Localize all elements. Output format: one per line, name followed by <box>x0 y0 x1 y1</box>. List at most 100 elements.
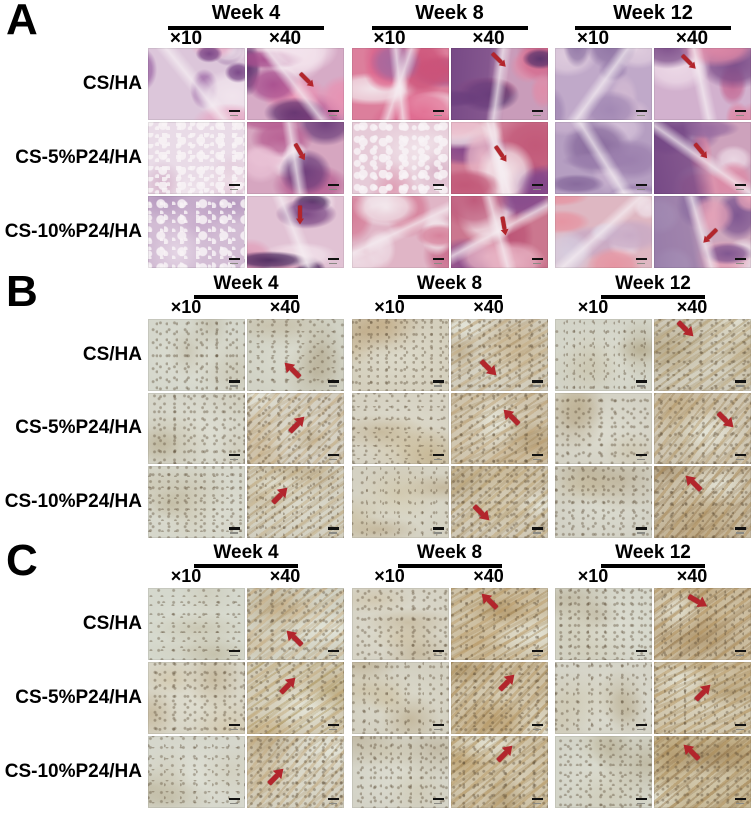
scale-bar <box>432 183 444 186</box>
annotation-arrow <box>478 356 501 380</box>
scale-bar-caption <box>736 802 744 804</box>
row-label: CS/HA <box>82 343 142 365</box>
magnification-label: ×10 <box>170 297 202 317</box>
micrograph-tile <box>654 392 751 464</box>
week-underline <box>575 26 731 30</box>
micrograph-tile <box>654 122 751 194</box>
magnification-label: ×10 <box>373 28 406 49</box>
week-label: Week 8 <box>416 273 483 294</box>
scale-bar-caption <box>637 654 645 656</box>
panel-letter: C <box>6 536 38 585</box>
scale-bar-caption <box>230 728 238 730</box>
scale-bar-caption <box>329 654 337 656</box>
arrow-shaft <box>288 367 301 380</box>
micrograph-tile <box>555 736 652 808</box>
magnification-label: ×40 <box>676 297 708 317</box>
scale-bar <box>636 380 647 383</box>
annotation-arrow <box>264 764 288 788</box>
scale-bar-caption <box>329 728 337 730</box>
week-label: Week 4 <box>213 273 279 294</box>
week-label: Week 8 <box>415 2 484 24</box>
scale-bar-caption <box>329 532 337 534</box>
scale-bar <box>735 797 746 800</box>
micrograph-tile <box>654 662 751 734</box>
scale-bar-caption <box>637 728 645 730</box>
magnification-label: ×40 <box>472 28 505 49</box>
scale-bar-caption <box>637 802 645 804</box>
micrograph-tile <box>450 196 548 268</box>
scale-bar <box>229 257 240 260</box>
micrograph-tile <box>450 736 548 808</box>
scale-bar-caption <box>230 532 238 534</box>
scale-bar <box>636 797 647 800</box>
week-label: Week 12 <box>615 273 691 294</box>
scale-bar-caption <box>230 458 238 460</box>
micrograph-tile <box>654 736 751 808</box>
scale-bar <box>735 723 746 726</box>
annotation-arrow <box>714 408 738 432</box>
micrograph-tile <box>450 48 548 120</box>
scale-bar-caption <box>433 654 442 656</box>
scale-bar <box>432 797 444 800</box>
micrograph-tile <box>450 392 548 464</box>
micrograph-tile <box>654 588 751 660</box>
week-label: Week 12 <box>615 542 691 563</box>
scale-bar-caption <box>532 802 541 804</box>
arrow-shaft <box>298 205 303 219</box>
magnification-label: ×10 <box>577 566 609 586</box>
week-label: Week 4 <box>211 2 281 24</box>
week-underline <box>168 26 324 30</box>
scale-bar <box>432 257 444 260</box>
micrograph-tile <box>555 48 652 120</box>
annotation-arrow <box>679 740 702 763</box>
annotation-arrow <box>286 412 310 435</box>
annotation-arrow <box>268 482 292 506</box>
scale-bar-caption <box>433 262 442 264</box>
micrograph-tile <box>450 122 548 194</box>
scale-bar-caption <box>329 458 337 460</box>
scale-bar-caption <box>329 114 337 116</box>
annotation-arrow <box>276 673 300 696</box>
annotation-arrow <box>281 626 305 650</box>
scale-bar <box>229 649 240 652</box>
micrograph-tile <box>351 662 449 734</box>
magnification-label: ×40 <box>473 297 504 317</box>
row-label: CS-5%P24/HA <box>15 147 142 168</box>
scale-bar <box>432 527 444 530</box>
arrow-head <box>298 153 309 163</box>
micrograph-tile <box>555 662 652 734</box>
scale-bar <box>531 453 543 456</box>
annotation-arrow <box>681 471 704 494</box>
arrow-head <box>500 228 510 237</box>
micrograph-tile <box>654 196 751 268</box>
micrograph-tile <box>247 319 344 391</box>
scale-bar <box>432 723 444 726</box>
week-underline <box>397 295 502 299</box>
magnification-label: ×40 <box>676 566 708 586</box>
annotation-arrow <box>296 205 305 225</box>
scale-bar-caption <box>433 802 442 804</box>
annotation-arrow <box>691 141 710 161</box>
scale-bar <box>432 380 444 383</box>
scale-bar-caption <box>532 654 541 656</box>
magnification-label: ×10 <box>577 297 609 317</box>
scale-bar-caption <box>329 188 337 190</box>
scale-bar-caption <box>736 114 744 116</box>
scale-bar-caption <box>637 114 645 116</box>
scale-bar <box>531 257 543 260</box>
micrograph-tile <box>351 466 449 538</box>
scale-bar <box>229 380 240 383</box>
scale-bar-caption <box>230 114 238 116</box>
magnification-label: ×40 <box>675 28 709 49</box>
annotation-arrow <box>489 50 509 70</box>
scale-bar-caption <box>637 262 645 264</box>
micrograph-tile <box>148 122 245 194</box>
scale-bar-caption <box>433 114 442 116</box>
micrograph-tile <box>555 122 652 194</box>
scale-bar <box>328 453 339 456</box>
scale-bar <box>531 723 543 726</box>
scale-bar <box>229 527 240 530</box>
week-underline <box>371 26 528 30</box>
micrograph-tile <box>555 196 652 268</box>
row-label: CS/HA <box>82 73 142 94</box>
